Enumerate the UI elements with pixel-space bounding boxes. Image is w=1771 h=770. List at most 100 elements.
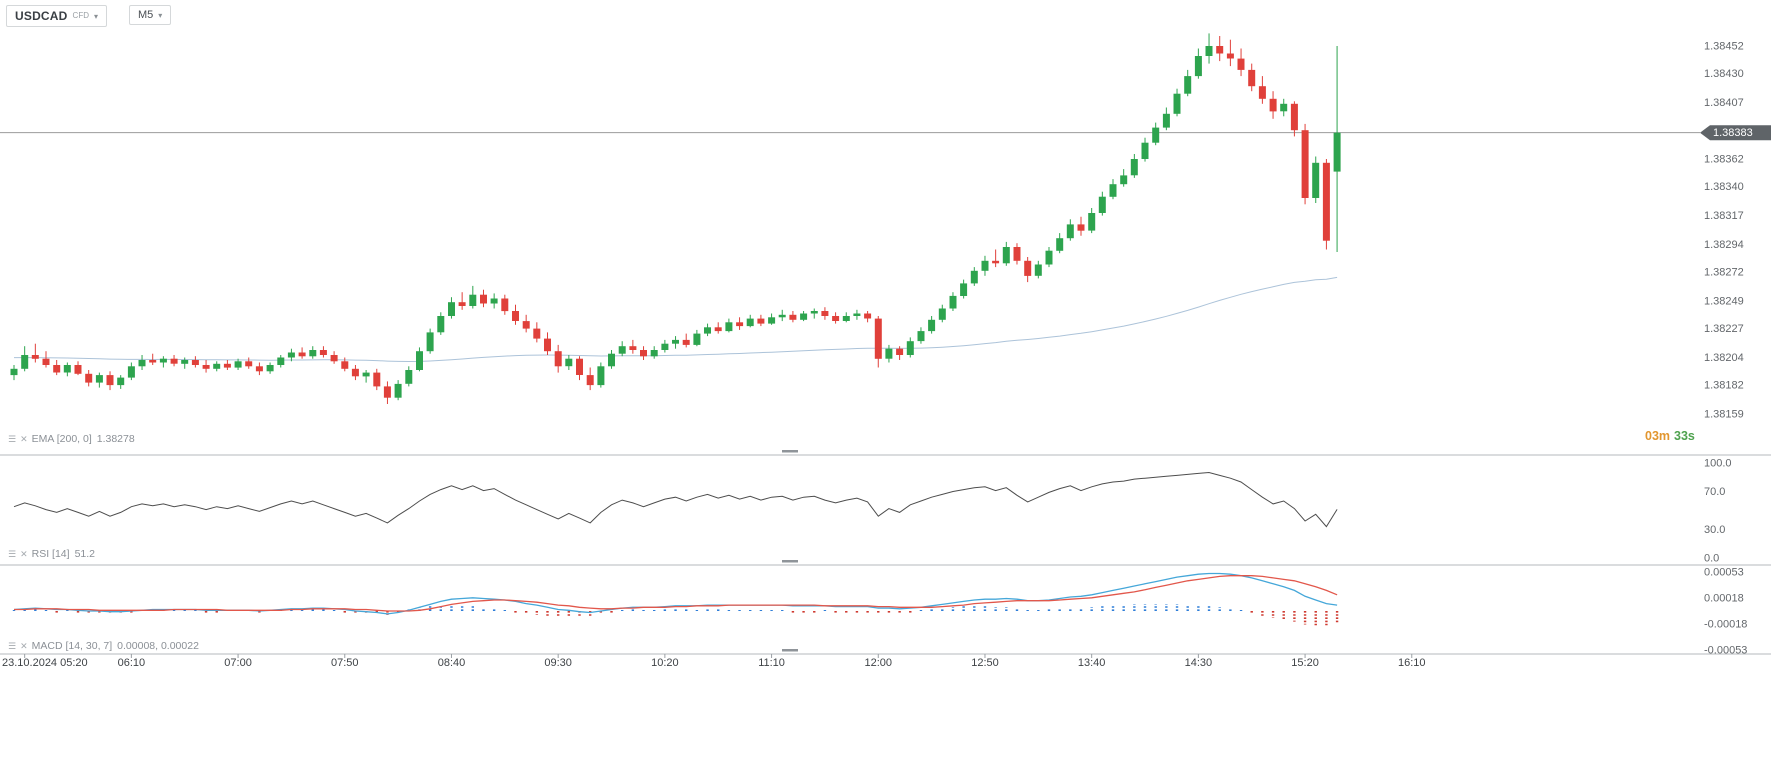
price-axis-label: 1.38340 — [1704, 181, 1744, 193]
current-price-tag: 1.38383 — [1700, 125, 1771, 141]
price-axis[interactable]: 1.38452 1.38430 1.38407 1.38362 1.38340 1.383… — [1704, 41, 1744, 421]
candle-body — [1056, 238, 1064, 251]
candle-body — [213, 363, 221, 369]
chevron-down-icon: ▾ — [94, 11, 99, 21]
candle-body — [714, 327, 722, 332]
candle-body — [928, 319, 936, 332]
candle-body — [1024, 260, 1032, 276]
macd-axis-label: 0.00053 — [1704, 567, 1744, 579]
candle-body — [608, 353, 615, 367]
candle-body — [650, 350, 658, 357]
panel-resize-handle[interactable] — [782, 450, 798, 453]
candle-body — [266, 365, 274, 372]
panel-resize-handle[interactable] — [782, 649, 798, 652]
time-axis-label: 16:10 — [1398, 657, 1426, 669]
candle-body — [576, 358, 583, 375]
candle-body — [426, 332, 434, 352]
candle-body — [938, 308, 946, 320]
price-axis-label: 1.38204 — [1704, 352, 1744, 364]
time-axis-label: 07:50 — [331, 657, 359, 669]
candle-body — [138, 360, 146, 367]
macd-indicator-label: ☰ ✕ MACD [14, 30, 7] 0.00008, 0.00022 — [8, 640, 199, 652]
candle-body — [458, 302, 466, 306]
candle-body — [234, 361, 242, 368]
candle-body — [170, 358, 178, 364]
candle-body — [1013, 247, 1021, 261]
candle-body — [1258, 86, 1266, 99]
candle-body — [1141, 142, 1149, 159]
price-axis-label: 1.38182 — [1704, 380, 1744, 392]
candle-body — [885, 348, 893, 359]
price-axis-label: 1.38430 — [1704, 68, 1744, 80]
candle-body — [746, 318, 754, 327]
macd-axis-label: -0.00018 — [1704, 619, 1747, 631]
candle-body — [1184, 76, 1192, 94]
indicator-close-icon[interactable]: ✕ — [20, 549, 28, 559]
macd-axis-label: -0.00053 — [1704, 645, 1747, 657]
time-axis-label: 11:10 — [758, 657, 785, 669]
candle-body — [757, 318, 765, 324]
candle-body — [992, 260, 1000, 264]
macd-line — [13, 572, 1338, 615]
timeframe-selector-button[interactable]: M5 ▾ — [129, 5, 172, 25]
candle-body — [1162, 113, 1170, 128]
candle-body — [106, 375, 114, 386]
panel-resize-handle[interactable] — [782, 560, 798, 563]
symbol-selector-button[interactable]: USDCAD CFD ▾ — [6, 5, 108, 27]
candle-body — [469, 294, 477, 306]
candle-body — [319, 350, 327, 355]
candle-body — [1109, 184, 1117, 197]
chevron-down-icon: ▾ — [158, 10, 163, 20]
indicator-close-icon[interactable]: ✕ — [20, 434, 28, 444]
indicator-settings-icon[interactable]: ☰ — [8, 434, 17, 444]
macd-label-text: MACD [14, 30, 7] — [31, 640, 113, 652]
candle-body — [53, 365, 61, 373]
macd-axis[interactable]: 0.00053 0.00018 -0.00018 -0.00053 — [1704, 567, 1747, 657]
price-axis-label: 1.38452 — [1704, 41, 1744, 53]
candles-layer — [10, 33, 1341, 404]
candle-body — [1098, 196, 1106, 213]
candle-body — [853, 313, 861, 316]
indicator-settings-icon[interactable]: ☰ — [8, 549, 17, 559]
candle-body — [1088, 213, 1096, 231]
candle-body — [1301, 130, 1309, 198]
panel-dividers — [0, 450, 1771, 655]
candle-body — [544, 338, 551, 352]
candle-body — [533, 328, 541, 339]
candle-body — [42, 358, 50, 365]
ema-label-text: EMA [200, 0] — [31, 433, 92, 445]
indicator-settings-icon[interactable]: ☰ — [8, 641, 17, 651]
candle-body — [74, 365, 82, 374]
candle-body — [554, 351, 562, 367]
rsi-value: 51.2 — [74, 548, 95, 560]
candle-body — [1237, 58, 1245, 70]
macd-signal-line — [14, 575, 1338, 612]
macd-values: 0.00008, 0.00022 — [117, 640, 199, 652]
candle-body — [789, 314, 797, 320]
rsi-label-text: RSI [14] — [31, 548, 70, 560]
price-axis-label: 1.38362 — [1704, 154, 1744, 166]
candle-body — [1002, 247, 1010, 264]
rsi-axis-label: 0.0 — [1704, 553, 1719, 565]
candle-body — [1045, 250, 1053, 265]
candle-body — [832, 316, 840, 321]
macd-axis-label: 0.00018 — [1704, 592, 1744, 604]
macd-histogram — [12, 604, 1339, 626]
candle-body — [149, 360, 157, 363]
candle-body — [1205, 46, 1213, 56]
ema-line — [14, 276, 1338, 363]
candle-body — [704, 327, 711, 334]
price-axis-label: 1.38407 — [1704, 97, 1744, 109]
time-axis-label: 12:50 — [971, 657, 999, 669]
candle-body — [981, 260, 989, 271]
timer-minutes: 03m — [1645, 429, 1671, 443]
price-axis-label: 1.38159 — [1704, 409, 1744, 421]
candle-body — [640, 350, 647, 357]
time-axis[interactable]: 23.10.2024 05:20 06:10 07:00 07:50 08:40 09:3… — [2, 654, 1426, 669]
candle-body — [95, 375, 103, 383]
candle-body — [1312, 162, 1320, 198]
rsi-axis[interactable]: 100.0 70.0 30.0 0.0 — [1704, 458, 1732, 565]
indicator-close-icon[interactable]: ✕ — [20, 641, 28, 651]
